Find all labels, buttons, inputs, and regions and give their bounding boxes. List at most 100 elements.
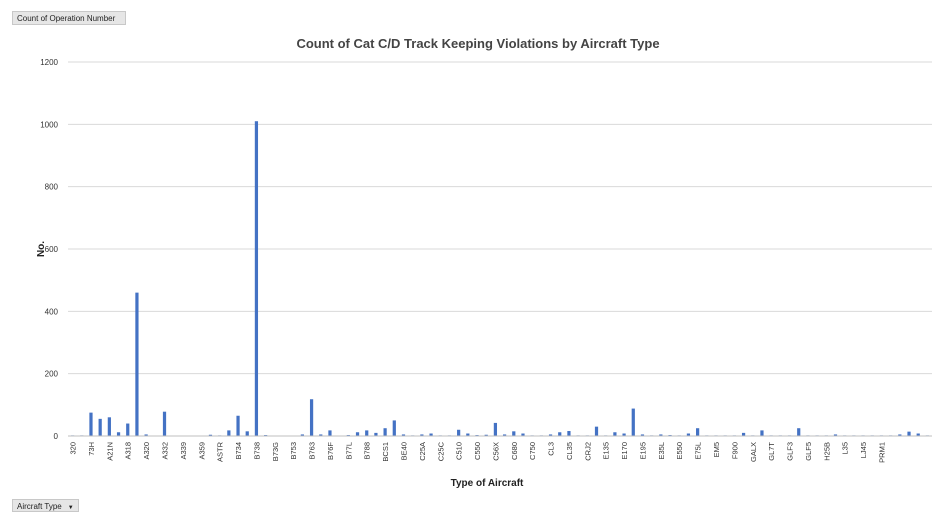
bar	[208, 434, 213, 436]
x-tick-label: A339	[179, 442, 188, 460]
bar	[162, 411, 167, 436]
x-tick-label: CL3	[547, 442, 556, 456]
y-tick-label: 1200	[40, 58, 58, 67]
bar	[374, 432, 378, 436]
x-tick-label: 320	[69, 442, 78, 455]
x-tick-label: L35	[841, 442, 850, 455]
bar	[89, 412, 93, 436]
bar	[245, 431, 249, 436]
bar	[254, 121, 259, 436]
bar	[512, 431, 516, 436]
bar	[116, 432, 121, 436]
x-tick-label: B763	[308, 442, 317, 460]
axis-field-label: Aircraft Type	[17, 502, 62, 511]
bar	[640, 434, 645, 436]
bar	[309, 399, 314, 436]
x-tick-label: B76F	[326, 442, 335, 460]
bar	[622, 433, 626, 436]
bar	[502, 434, 507, 436]
bar	[466, 433, 470, 436]
y-tick-label: 0	[54, 432, 59, 441]
bar	[696, 428, 700, 436]
y-tick-label: 1000	[40, 120, 58, 129]
bar	[319, 434, 323, 436]
dropdown-arrow-icon[interactable]: ▼	[67, 505, 74, 511]
x-tick-label: B788	[363, 442, 372, 460]
bar	[493, 422, 498, 436]
bar	[907, 431, 911, 436]
x-tick-label: C25A	[418, 442, 427, 461]
chart-title: Count of Cat C/D Track Keeping Violation…	[296, 36, 659, 51]
bar	[521, 433, 525, 436]
x-tick-label: ASTR	[216, 441, 225, 462]
bar	[760, 430, 764, 436]
x-tick-label: A359	[197, 442, 206, 460]
bar	[236, 415, 240, 436]
x-tick-label: C550	[473, 442, 482, 460]
x-tick-label: PRM1	[877, 442, 886, 463]
bars	[70, 121, 930, 436]
bar	[916, 433, 920, 436]
x-tick-label: GLF3	[786, 442, 795, 461]
bar	[484, 434, 488, 436]
bar	[365, 430, 369, 436]
bar	[457, 429, 461, 436]
bar	[227, 430, 231, 436]
y-tick-label: 600	[45, 245, 59, 254]
bar	[401, 434, 406, 436]
x-tick-label: GL7T	[767, 442, 776, 461]
x-tick-label: CL35	[565, 442, 574, 460]
x-tick-label: CRJ2	[583, 442, 592, 461]
bar	[558, 432, 562, 436]
x-tick-label: GLF5	[804, 442, 813, 461]
x-axis-title: Type of Aircraft	[451, 478, 524, 489]
y-axis-ticks: 0 200 400 600 800 1000 1200	[40, 58, 58, 441]
x-tick-label: A320	[142, 442, 151, 460]
x-tick-label: E170	[620, 442, 629, 460]
x-tick-label: EM5	[712, 442, 721, 457]
value-field-button[interactable]: Count of Operation Number	[12, 11, 126, 25]
bar	[300, 434, 304, 436]
x-tick-label: B77L	[344, 442, 353, 460]
y-tick-label: 200	[45, 370, 59, 379]
bar	[833, 434, 838, 436]
bar	[548, 434, 553, 436]
x-tick-label: A21N	[105, 442, 114, 461]
y-axis-title: No.	[36, 241, 47, 257]
bar	[355, 432, 360, 436]
x-tick-label: H25B	[822, 442, 831, 461]
bar	[898, 434, 902, 436]
x-tick-label: B738	[252, 442, 261, 460]
bar	[741, 432, 746, 436]
x-tick-label: E195	[638, 442, 647, 460]
bar	[392, 420, 396, 436]
axis-field-button[interactable]: Aircraft Type ▼	[12, 499, 79, 512]
x-tick-label: C510	[455, 442, 464, 460]
x-tick-label: B734	[234, 442, 243, 460]
x-tick-label: B73G	[271, 442, 280, 461]
x-tick-label: C25C	[436, 441, 445, 461]
x-tick-label: A332	[161, 442, 170, 460]
gridlines	[68, 61, 932, 375]
bar	[126, 423, 130, 436]
bar	[429, 433, 433, 436]
x-tick-label: C680	[510, 442, 519, 460]
bar	[107, 417, 111, 436]
bar	[686, 433, 691, 436]
x-tick-label: B753	[289, 442, 298, 460]
x-tick-label: LJ45	[859, 442, 868, 458]
x-tick-label: E35L	[657, 442, 666, 460]
x-tick-label: BE40	[399, 442, 408, 460]
bar	[613, 432, 617, 436]
x-tick-label: E75L	[694, 442, 703, 460]
x-tick-label: E550	[675, 442, 684, 460]
bar	[420, 434, 424, 436]
y-tick-label: 800	[45, 183, 59, 192]
bar	[631, 408, 635, 436]
bar	[659, 434, 663, 436]
bar	[328, 430, 332, 436]
bar	[135, 292, 139, 436]
x-tick-label: C56X	[491, 442, 500, 461]
bar	[594, 426, 599, 436]
